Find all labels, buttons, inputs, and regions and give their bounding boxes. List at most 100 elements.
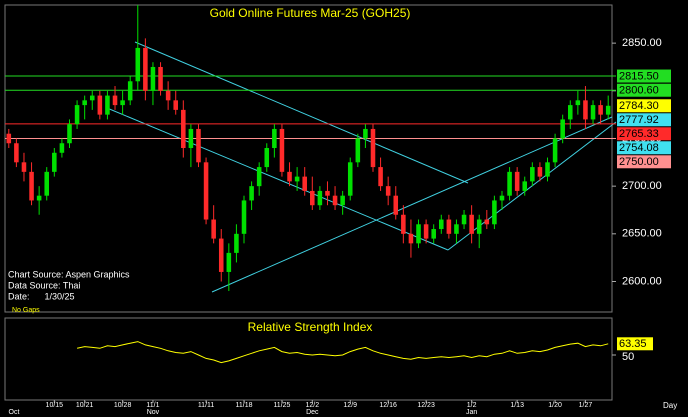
- price-panel: [4, 4, 613, 313]
- candle-body: [74, 105, 80, 125]
- x-tick-label: 1/27: [579, 402, 593, 409]
- candle-body: [89, 95, 95, 101]
- x-tick-label: 11/25: [273, 402, 290, 409]
- candle-body: [264, 148, 270, 168]
- candle-body: [476, 219, 482, 234]
- candle-body: [560, 119, 565, 139]
- x-tick-label: 10/21: [76, 402, 94, 409]
- level-box: [617, 69, 671, 83]
- candle-body: [218, 238, 224, 272]
- x-tick-label: 12/23: [417, 402, 435, 409]
- rsi-value-label: 63.35: [619, 338, 647, 350]
- candle-body: [499, 195, 505, 201]
- rsi-line: [76, 341, 609, 364]
- chart-title: Gold Online Futures Mar-25 (GOH25): [210, 6, 411, 20]
- level-label: 2800.60: [619, 85, 659, 97]
- level-label: 2750.00: [619, 156, 659, 168]
- x-tick-label: 10/15: [46, 402, 64, 409]
- month-label: Nov: [147, 409, 160, 416]
- candle-body: [537, 167, 543, 177]
- candle-body: [605, 105, 611, 115]
- candle-body: [484, 219, 490, 225]
- level-box: [617, 83, 671, 97]
- candle-body: [363, 128, 368, 139]
- candle-body: [181, 109, 186, 149]
- candle-body: [522, 181, 528, 191]
- candle-body: [287, 171, 292, 182]
- rsi-title: Relative Strength Index: [248, 320, 373, 334]
- x-tick-label: 1/13: [510, 402, 524, 409]
- candle-body: [385, 186, 391, 196]
- source-line: Chart Source: Aspen Graphics: [8, 269, 130, 279]
- level-label: 2784.30: [619, 100, 659, 112]
- y-tick-label: 2700.00: [622, 180, 662, 192]
- candle-body: [552, 138, 558, 163]
- gap-note: No Gaps: [12, 307, 40, 314]
- level-box: [617, 127, 671, 141]
- x-tick-label: 11/11: [198, 402, 215, 409]
- x-tick-label: 12/9: [343, 402, 357, 409]
- candle-body: [150, 66, 156, 91]
- y-tick-label: 2600.00: [622, 275, 662, 287]
- candle-body: [203, 162, 209, 220]
- level-box: [617, 141, 671, 155]
- candle-body: [82, 100, 87, 106]
- candle-body: [355, 138, 361, 163]
- x-tick-label: 11/1: [146, 402, 159, 409]
- candle-body: [97, 95, 103, 115]
- trend-line: [106, 107, 449, 251]
- candle-body: [249, 186, 254, 201]
- candle-body: [431, 229, 436, 239]
- candle-body: [567, 105, 573, 120]
- candle-body: [393, 195, 399, 215]
- month-label: Dec: [306, 409, 319, 416]
- source-line: Data Source: Thai: [8, 280, 80, 290]
- candle-body: [14, 143, 19, 163]
- x-tick-label: 1/2: [467, 402, 477, 409]
- candle-body: [241, 200, 247, 234]
- candle-body: [279, 128, 285, 172]
- y-tick-label: 2650.00: [622, 228, 662, 240]
- rsi-panel: [4, 317, 613, 401]
- candle-body: [325, 190, 330, 196]
- candle-body: [446, 219, 452, 234]
- level-label: 2815.50: [619, 70, 659, 82]
- x-tick-label: 1/20: [548, 402, 562, 409]
- y-tick-label: 2850.00: [622, 37, 662, 49]
- candle-body: [105, 95, 110, 115]
- candle-body: [272, 128, 277, 149]
- candle-body: [211, 219, 216, 239]
- candle-body: [370, 128, 376, 168]
- candle-body: [408, 233, 414, 244]
- candle-body: [461, 214, 467, 225]
- candle-body: [530, 167, 535, 182]
- trend-line: [211, 116, 613, 293]
- candle-body: [59, 143, 65, 153]
- candle-body: [112, 95, 118, 106]
- candle-body: [127, 81, 133, 101]
- candle-body: [401, 214, 406, 234]
- candle-body: [173, 100, 178, 110]
- rsi-value-box: [617, 337, 653, 351]
- candle-body: [135, 47, 141, 82]
- candle-body: [347, 162, 353, 196]
- candle-body: [439, 219, 444, 230]
- candle-body: [317, 190, 323, 206]
- candle-body: [340, 195, 345, 206]
- level-box: [617, 113, 671, 127]
- source-line: Date: 1/30/25: [8, 291, 75, 301]
- candle-body: [378, 167, 383, 187]
- candle-body: [158, 66, 163, 91]
- candle-body: [226, 252, 232, 272]
- x-tick-label: 12/2: [305, 402, 319, 409]
- candle-body: [120, 100, 125, 106]
- month-label: Oct: [9, 409, 20, 416]
- level-label: 2777.92: [619, 114, 659, 126]
- candle-body: [29, 171, 34, 201]
- rsi-tick-label: 50: [622, 351, 634, 363]
- candle-body: [310, 190, 315, 206]
- month-label: Jan: [466, 409, 477, 416]
- candle-body: [507, 171, 512, 196]
